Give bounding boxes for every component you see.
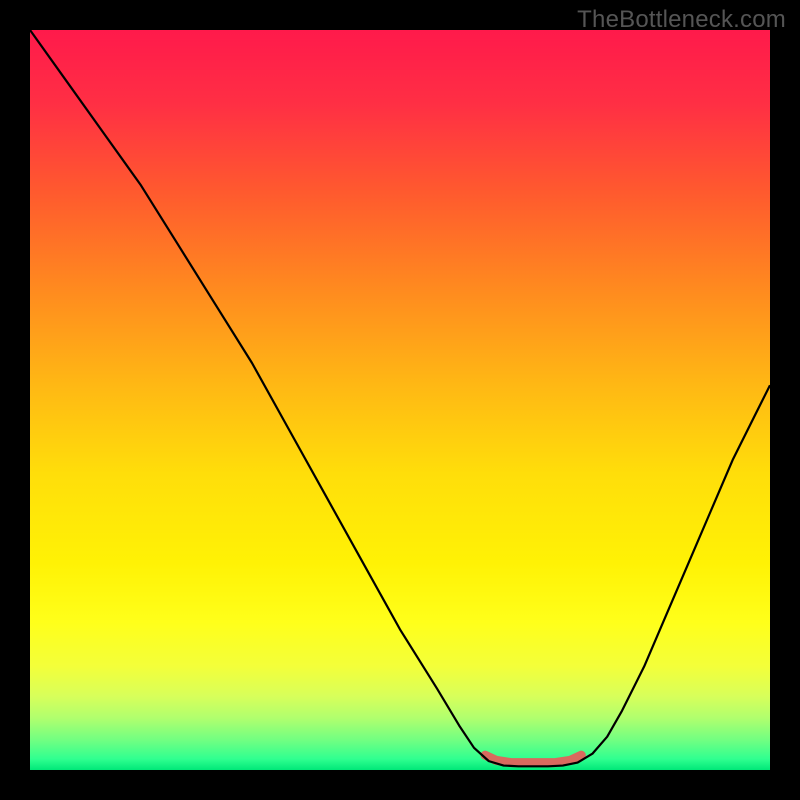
chart-background	[30, 30, 770, 770]
watermark-text: TheBottleneck.com	[577, 6, 786, 34]
chart-plot-area	[30, 30, 770, 770]
bottleneck-curve-chart	[30, 30, 770, 770]
